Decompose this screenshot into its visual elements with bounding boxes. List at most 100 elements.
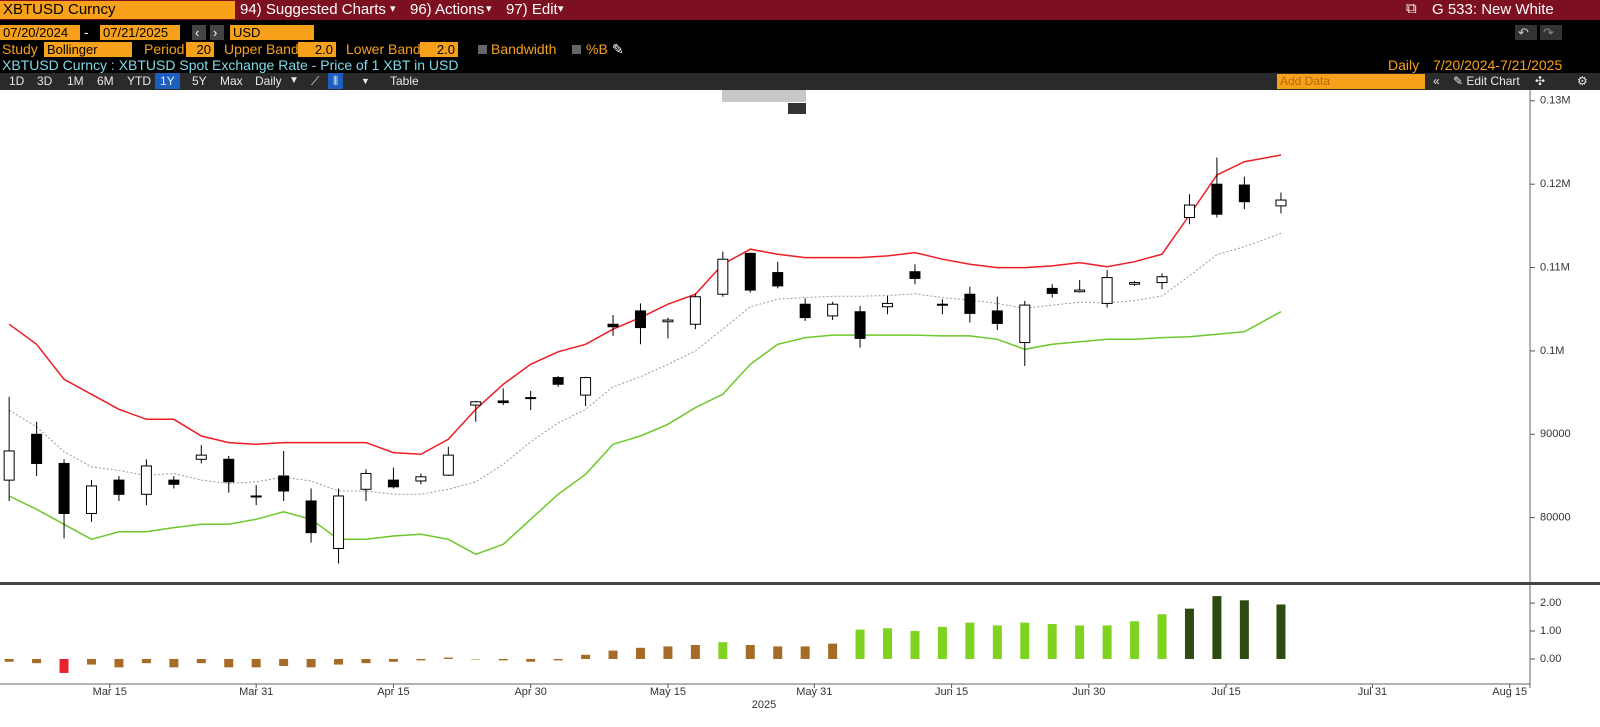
percent-b-bar: [828, 643, 838, 659]
gear-icon[interactable]: ⚙: [1577, 74, 1588, 88]
percent-b-bar: [1075, 625, 1085, 659]
dropdown-arrow: ▾: [390, 3, 396, 15]
candle-body: [634, 310, 646, 329]
candle-body: [195, 454, 207, 460]
range-button[interactable]: 6M: [97, 74, 114, 88]
undo-button[interactable]: ↶: [1515, 25, 1537, 40]
x-tick-label: May 15: [650, 686, 686, 698]
candle-body: [580, 377, 592, 396]
redo-button[interactable]: ↷: [1540, 25, 1562, 40]
candle-body: [305, 500, 317, 534]
prev-button[interactable]: ‹: [192, 25, 206, 40]
candle-body: [1211, 183, 1223, 215]
candle-body: [882, 302, 894, 308]
percent-b-bar: [86, 658, 96, 665]
lower-field[interactable]: 2.0: [420, 42, 458, 57]
percent-b-bar: [1184, 608, 1194, 659]
range-button[interactable]: 1D: [9, 74, 25, 88]
candle-body: [360, 472, 372, 490]
period-field[interactable]: 20: [186, 42, 214, 57]
frequency-button[interactable]: Daily: [255, 74, 282, 88]
range-button[interactable]: 1Y: [155, 73, 180, 89]
end-date[interactable]: 07/21/2025: [100, 25, 180, 40]
percent-b-bar: [690, 645, 700, 659]
candle-body: [689, 296, 701, 325]
percent-b-bar: [361, 658, 371, 664]
percent-b-bar: [416, 658, 426, 661]
candle-body: [1238, 184, 1250, 203]
security-field[interactable]: XBTUSD Curncy: [0, 1, 235, 19]
percent-b-bar: [992, 625, 1002, 659]
dropdown-arrow: ▾: [558, 3, 564, 15]
y-tick-label: 0.13M: [1540, 95, 1571, 107]
candle-body: [85, 485, 97, 514]
candle-body: [442, 454, 454, 476]
settings-icon[interactable]: ✣: [1535, 74, 1546, 88]
candle-body: [525, 397, 537, 400]
dropdown-arrow: ▼: [361, 76, 370, 86]
currency-field[interactable]: USD: [230, 25, 314, 40]
line-icon[interactable]: ⟋: [311, 74, 320, 88]
percent-b-bar: [855, 629, 865, 659]
candle-body: [936, 303, 948, 306]
percent-b-bar: [663, 646, 673, 659]
checkbox[interactable]: [478, 45, 487, 54]
percent-b-bar: [553, 658, 563, 661]
page-name: G 533: New White: [1432, 1, 1554, 18]
launch-icon[interactable]: ⧉: [1406, 0, 1417, 17]
table-button[interactable]: Table: [390, 74, 419, 88]
candle-body: [717, 258, 729, 295]
percent-b-bar: [443, 657, 453, 659]
lower-label: Lower Band: [346, 41, 421, 57]
y-tick-label: 0.11M: [1540, 261, 1570, 273]
percent-b-bar: [1047, 624, 1057, 659]
edit-chart-button[interactable]: ✎ Edit Chart: [1453, 74, 1520, 88]
top-bar: XBTUSD Curncy 94) Suggested Charts ▾ 96)…: [0, 0, 1600, 20]
percent-b-bar: [800, 646, 810, 659]
candle-icon[interactable]: ⫴: [328, 73, 344, 89]
pencil-icon[interactable]: ✎: [612, 41, 624, 57]
candle-body: [799, 303, 811, 319]
range-button[interactable]: YTD: [127, 74, 151, 88]
date-separator: -: [84, 24, 89, 40]
candle-body: [497, 400, 509, 404]
drawing-toolbar[interactable]: [722, 90, 806, 102]
percent-b-bar: [608, 650, 618, 659]
candle-body: [1101, 277, 1113, 304]
percent-b-bar: [965, 622, 975, 659]
candle-body: [854, 311, 866, 339]
candle-body: [250, 495, 262, 498]
y-tick-label: 0.12M: [1540, 178, 1571, 190]
year-label: 2025: [752, 699, 776, 711]
range-button[interactable]: 3D: [37, 74, 53, 88]
percent-b-bar: [251, 658, 261, 668]
y-tick-label: 90000: [1540, 428, 1571, 440]
menu-actions[interactable]: 96) Actions: [410, 1, 485, 18]
range-button[interactable]: 1M: [67, 74, 84, 88]
study-field[interactable]: Bollinger: [44, 42, 132, 57]
start-date[interactable]: 07/20/2024: [0, 25, 80, 40]
range-button[interactable]: 5Y: [192, 74, 207, 88]
percent-b-bar: [745, 645, 755, 659]
study-label: Study: [2, 41, 38, 57]
next-button[interactable]: ›: [210, 25, 224, 40]
checkbox[interactable]: [572, 45, 581, 54]
percent-b-bar: [471, 658, 481, 660]
candle-body: [552, 377, 564, 385]
x-tick-label: Apr 30: [514, 686, 546, 698]
add-data-field[interactable]: Add Data: [1277, 74, 1425, 89]
candle-body: [278, 475, 290, 492]
x-tick-label: Jul 31: [1358, 686, 1387, 698]
menu-edit[interactable]: 97) Edit: [506, 1, 558, 18]
upper-field[interactable]: 2.0: [298, 42, 336, 57]
percent-b-bar: [196, 658, 206, 664]
percent-b-bar: [937, 626, 947, 659]
menu-suggested[interactable]: 94) Suggested Charts: [240, 1, 386, 18]
band-line: [8, 154, 1282, 456]
candle-body: [387, 479, 399, 488]
range-button[interactable]: Max: [220, 74, 243, 88]
toolbar-button[interactable]: [788, 103, 806, 114]
candle-body: [607, 323, 619, 328]
collapse-icon[interactable]: «: [1433, 74, 1440, 88]
